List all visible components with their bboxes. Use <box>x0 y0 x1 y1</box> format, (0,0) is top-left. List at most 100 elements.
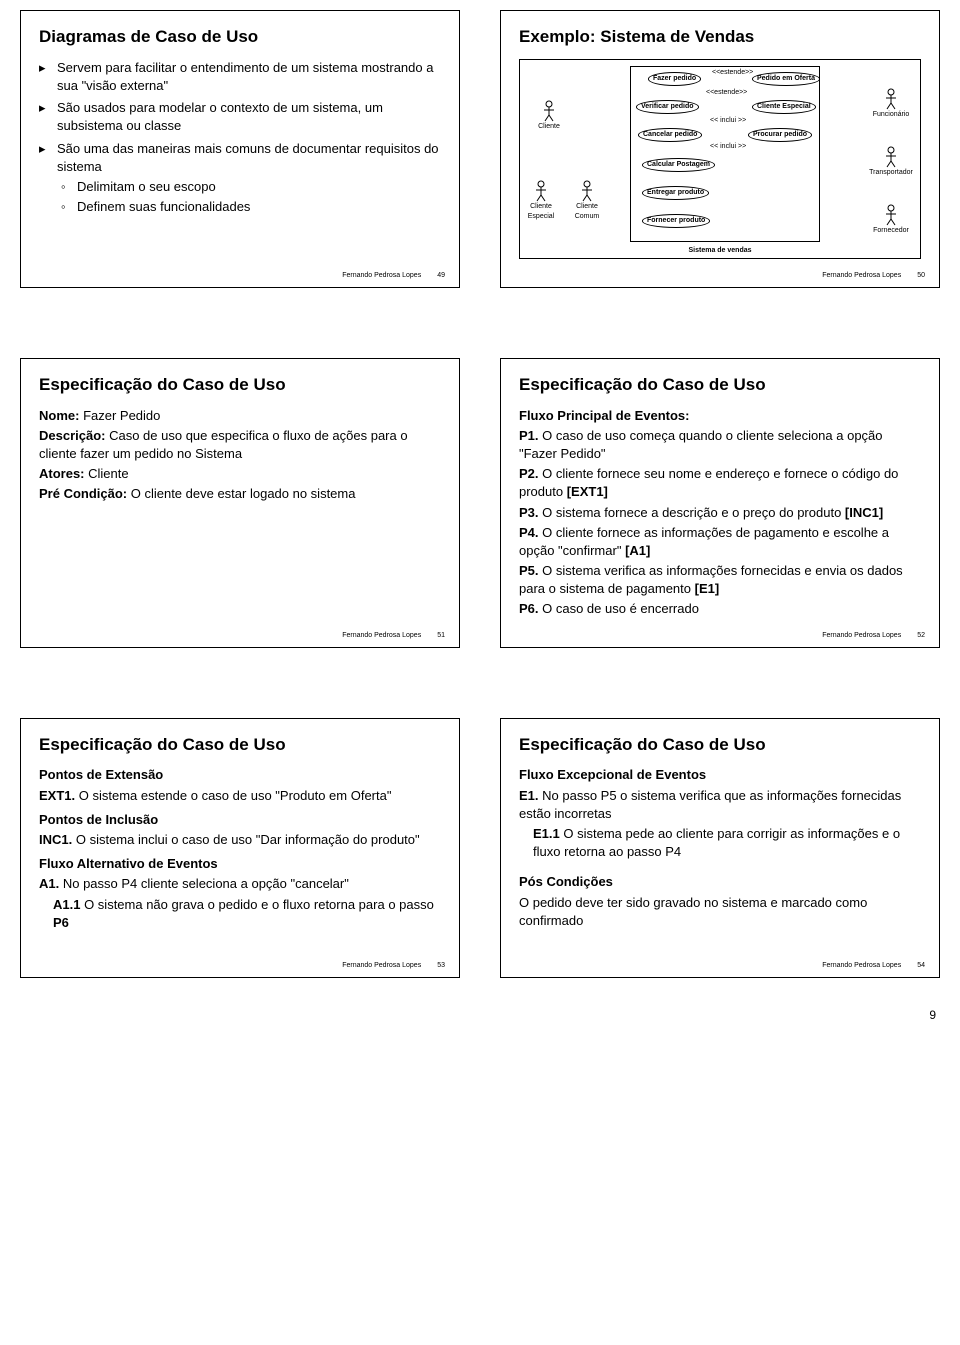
usecase-cliente-especial: Cliente Especial <box>752 100 816 114</box>
actor-cliente-especial: Cliente Especial <box>520 180 562 222</box>
footer-author: Fernando Pedrosa Lopes <box>342 631 421 641</box>
step-text: O sistema inclui o caso de uso "Dar info… <box>72 832 419 847</box>
slide-title: Diagramas de Caso de Uso <box>39 25 441 49</box>
step-text: O cliente fornece as informações de paga… <box>519 525 889 558</box>
footer-author: Fernando Pedrosa Lopes <box>822 961 901 971</box>
pos-condicoes: O pedido deve ter sido gravado no sistem… <box>519 894 921 930</box>
e1-1: E1.1 O sistema pede ao cliente para corr… <box>533 825 921 861</box>
spec-nome: Nome: Fazer Pedido <box>39 407 441 425</box>
actor-label: Cliente <box>538 123 560 130</box>
step-text: O sistema estende o caso de uso "Produto… <box>75 788 391 803</box>
use-case-diagram: Cliente Cliente Especial Cliente Comum F… <box>519 59 921 259</box>
arrow-icon: ▸ <box>39 59 51 95</box>
footer-author: Fernando Pedrosa Lopes <box>822 271 901 281</box>
step-label: INC1. <box>39 832 72 847</box>
step-label: E1.1 <box>533 826 560 841</box>
bullet-text: São usados para modelar o contexto de um… <box>57 99 441 135</box>
actor-label: Funcionário <box>873 111 910 118</box>
step-text: O sistema pede ao cliente para corrigir … <box>533 826 900 859</box>
arrow-icon: ▸ <box>39 140 51 176</box>
step-label: P6. <box>519 601 539 616</box>
step-label: P1. <box>519 428 539 443</box>
pontos-inclusao-label: Pontos de Inclusão <box>39 811 441 829</box>
circle-icon: ◦ <box>61 198 71 216</box>
bullet-text: Servem para facilitar o entendimento de … <box>57 59 441 95</box>
label: Descrição: <box>39 428 105 443</box>
usecase-calcular-postagem: Calcular Postagem <box>642 158 715 172</box>
usecase-fazer-pedido: Fazer pedido <box>648 72 701 86</box>
slide-53: Especificação do Caso de Uso Pontos de E… <box>20 718 460 978</box>
slide-52: Especificação do Caso de Uso Fluxo Princ… <box>500 358 940 648</box>
actor-label: Cliente Especial <box>528 203 554 220</box>
bullet: ▸ São uma das maneiras mais comuns de do… <box>39 140 441 176</box>
spec-atores: Atores: Cliente <box>39 465 441 483</box>
step-label: EXT1. <box>39 788 75 803</box>
system-label: Sistema de vendas <box>688 246 751 256</box>
stereotype: <<estende>> <box>712 68 753 78</box>
actor-funcionario: Funcionário <box>866 88 916 120</box>
spec-descricao: Descrição: Caso de uso que especifica o … <box>39 427 441 463</box>
slides-grid: Diagramas de Caso de Uso ▸ Servem para f… <box>20 10 940 978</box>
footer-num: 50 <box>917 271 925 281</box>
footer-num: 52 <box>917 631 925 641</box>
step-label: A1. <box>39 876 59 891</box>
footer-num: 54 <box>917 961 925 971</box>
step-p2: P2. O cliente fornece seu nome e endereç… <box>519 465 921 501</box>
pontos-extensao-label: Pontos de Extensão <box>39 766 441 784</box>
pos-condicoes-label: Pós Condições <box>519 873 921 891</box>
footer-author: Fernando Pedrosa Lopes <box>822 631 901 641</box>
step-p3: P3. O sistema fornece a descrição e o pr… <box>519 504 921 522</box>
step-ref: P6 <box>53 915 69 930</box>
stereotype: <<estende>> <box>706 88 747 98</box>
fluxo-principal-label: Fluxo Principal de Eventos: <box>519 407 921 425</box>
sub-bullet: ◦ Definem suas funcionalidades <box>61 198 441 216</box>
step-ref: [INC1] <box>845 505 883 520</box>
ext1: EXT1. O sistema estende o caso de uso "P… <box>39 787 441 805</box>
slide-49: Diagramas de Caso de Uso ▸ Servem para f… <box>20 10 460 288</box>
value: Fazer Pedido <box>79 408 160 423</box>
slide-footer: Fernando Pedrosa Lopes 53 <box>342 961 445 971</box>
step-text: O sistema fornece a descrição e o preço … <box>539 505 845 520</box>
e1: E1. No passo P5 o sistema verifica que a… <box>519 787 921 823</box>
label: Pré Condição: <box>39 486 127 501</box>
inc1: INC1. O sistema inclui o caso de uso "Da… <box>39 831 441 849</box>
footer-num: 51 <box>437 631 445 641</box>
slide-50: Exemplo: Sistema de Vendas Cliente Clien… <box>500 10 940 288</box>
step-p4: P4. O cliente fornece as informações de … <box>519 524 921 560</box>
actor-label: Transportador <box>869 169 913 176</box>
fluxo-alternativo-label: Fluxo Alternativo de Eventos <box>39 855 441 873</box>
label: Nome: <box>39 408 79 423</box>
fluxo-excepcional-label: Fluxo Excepcional de Eventos <box>519 766 921 784</box>
footer-num: 53 <box>437 961 445 971</box>
footer-author: Fernando Pedrosa Lopes <box>342 271 421 281</box>
step-ref: [E1] <box>695 581 720 596</box>
actor-cliente: Cliente <box>524 100 574 132</box>
sub-bullet: ◦ Delimitam o seu escopo <box>61 178 441 196</box>
bullet: ▸ Servem para facilitar o entendimento d… <box>39 59 441 95</box>
stereotype: << inclui >> <box>710 142 746 152</box>
value: O cliente deve estar logado no sistema <box>127 486 355 501</box>
value: Cliente <box>85 466 129 481</box>
slide-footer: Fernando Pedrosa Lopes 50 <box>822 271 925 281</box>
footer-author: Fernando Pedrosa Lopes <box>342 961 421 971</box>
step-label: P3. <box>519 505 539 520</box>
step-label: E1. <box>519 788 539 803</box>
spec-precond: Pré Condição: O cliente deve estar logad… <box>39 485 441 503</box>
actor-label: Fornecedor <box>873 227 909 234</box>
actor-fornecedor: Fornecedor <box>866 204 916 236</box>
actor-transportador: Transportador <box>866 146 916 178</box>
usecase-procurar-pedido: Procurar pedido <box>748 128 812 142</box>
step-ref: [A1] <box>625 543 650 558</box>
bullet-text: São uma das maneiras mais comuns de docu… <box>57 140 441 176</box>
step-p5: P5. O sistema verifica as informações fo… <box>519 562 921 598</box>
step-label: A1.1 <box>53 897 80 912</box>
a1-1: A1.1 O sistema não grava o pedido e o fl… <box>53 896 441 932</box>
usecase-entregar-produto: Entregar produto <box>642 186 709 200</box>
circle-icon: ◦ <box>61 178 71 196</box>
step-text: No passo P5 o sistema verifica que as in… <box>519 788 901 821</box>
slide-51: Especificação do Caso de Uso Nome: Fazer… <box>20 358 460 648</box>
footer-num: 49 <box>437 271 445 281</box>
step-text: O caso de uso começa quando o cliente se… <box>519 428 883 461</box>
step-text: O sistema não grava o pedido e o fluxo r… <box>80 897 433 912</box>
step-label: P5. <box>519 563 539 578</box>
